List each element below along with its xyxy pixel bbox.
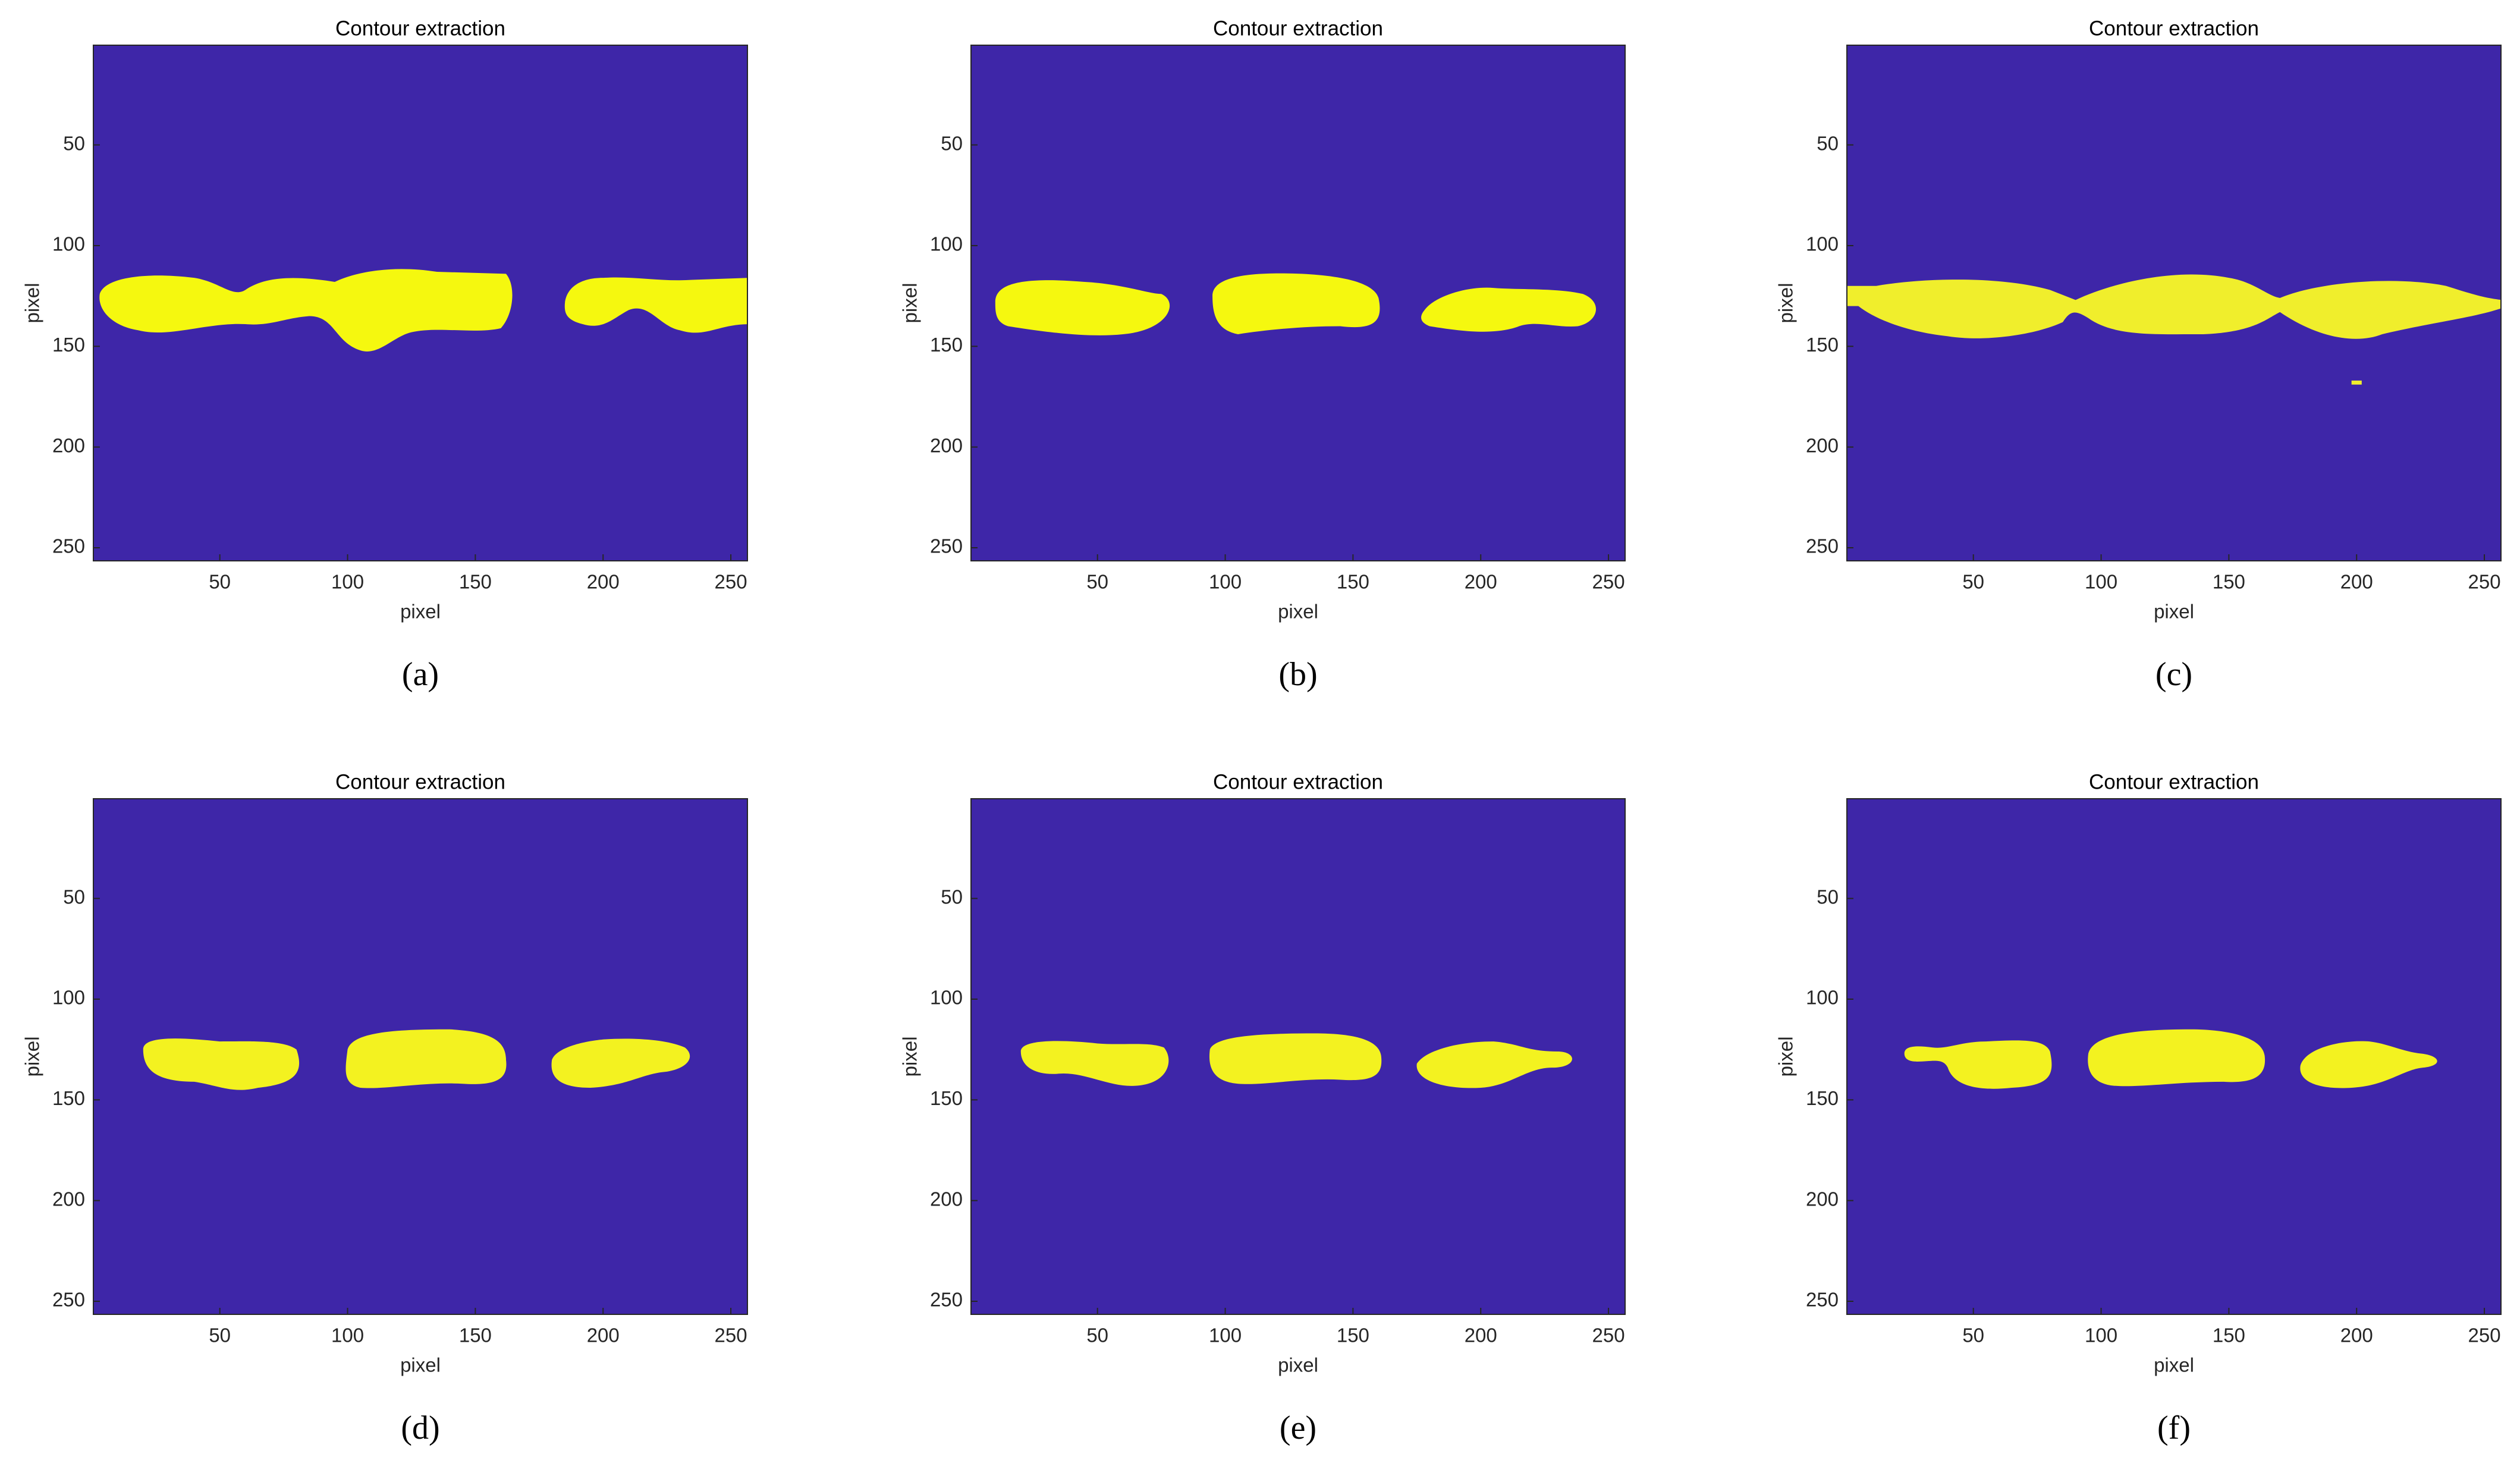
y-axis-label: pixel	[899, 1037, 921, 1077]
x-tick-label: 200	[587, 571, 620, 593]
x-tick-label: 250	[2468, 1324, 2501, 1346]
caption: (d)	[401, 1410, 439, 1446]
x-axis-label: pixel	[2154, 601, 2194, 623]
panel: 50 100 150 200 250 50 100 150 200 250 Contour extr…	[21, 17, 748, 693]
x-tick-label: 150	[1337, 571, 1369, 593]
x-tick-label: 150	[1337, 1324, 1369, 1346]
panel: 50 100 150 200 250 50 100 150 200 250 Contour extr…	[1775, 17, 2502, 693]
y-tick-label: 50	[941, 886, 963, 908]
y-tick-label: 200	[930, 1188, 963, 1210]
x-tick-label: 100	[1209, 571, 1242, 593]
y-axis-label: pixel	[21, 283, 43, 324]
y-tick-label: 250	[52, 535, 85, 557]
y-tick-label: 50	[941, 132, 963, 154]
y-tick-label: 100	[930, 987, 963, 1009]
y-tick-label: 100	[1806, 233, 1839, 255]
x-tick-label: 250	[1592, 571, 1625, 593]
x-axis-label: pixel	[1278, 1354, 1318, 1376]
axes-frame	[93, 45, 748, 561]
y-axis-label: pixel	[1775, 283, 1797, 324]
y-tick-label: 150	[52, 1087, 85, 1109]
x-tick-label: 200	[1465, 571, 1497, 593]
panel: 50 100 150 200 250 50 100 150 200 250 Contour extr…	[899, 770, 1626, 1446]
axes-frame	[970, 45, 1626, 561]
y-tick-label: 150	[1806, 1087, 1839, 1109]
y-tick-label: 100	[1806, 987, 1839, 1009]
y-tick-label: 250	[1806, 535, 1839, 557]
y-tick-label: 50	[63, 132, 85, 154]
x-tick-label: 250	[1592, 1324, 1625, 1346]
x-tick-label: 150	[459, 571, 492, 593]
x-axis-label: pixel	[1278, 601, 1318, 623]
caption: (b)	[1278, 656, 1317, 693]
x-tick-label: 100	[331, 1324, 364, 1346]
x-tick-label: 100	[1209, 1324, 1242, 1346]
x-tick-label: 50	[1962, 1324, 1984, 1346]
x-tick-label: 150	[2213, 1324, 2245, 1346]
x-tick-label: 200	[1465, 1324, 1497, 1346]
y-axis-label: pixel	[1775, 1037, 1797, 1077]
y-tick-label: 50	[1817, 886, 1839, 908]
x-tick-label: 200	[2340, 1324, 2373, 1346]
y-axis-label: pixel	[899, 283, 921, 324]
chart-title: Contour extraction	[2089, 770, 2259, 793]
x-axis-label: pixel	[400, 601, 441, 623]
y-tick-label: 250	[1806, 1289, 1839, 1311]
x-tick-label: 250	[715, 1324, 747, 1346]
x-tick-label: 150	[459, 1324, 492, 1346]
x-tick-label: 100	[331, 571, 364, 593]
x-axis-label: pixel	[2154, 1354, 2194, 1376]
caption: (a)	[402, 656, 439, 693]
chart-title: Contour extraction	[1213, 770, 1383, 793]
y-tick-label: 200	[52, 434, 85, 456]
caption: (c)	[2155, 656, 2192, 693]
x-tick-label: 50	[1962, 571, 1984, 593]
x-tick-label: 50	[209, 571, 231, 593]
y-tick-label: 250	[930, 535, 963, 557]
y-tick-label: 50	[63, 886, 85, 908]
chart-title: Contour extraction	[335, 17, 505, 40]
x-tick-label: 50	[1086, 1324, 1108, 1346]
y-tick-label: 250	[930, 1289, 963, 1311]
y-tick-label: 50	[1817, 132, 1839, 154]
y-tick-label: 150	[1806, 334, 1839, 356]
x-tick-label: 100	[2085, 1324, 2117, 1346]
x-tick-label: 50	[1086, 571, 1108, 593]
y-tick-label: 200	[930, 434, 963, 456]
y-tick-label: 200	[1806, 1188, 1839, 1210]
axes-frame	[1846, 798, 2502, 1315]
panel: 50 100 150 200 250 50 100 150 200 250 Contour extr…	[899, 17, 1626, 693]
x-tick-label: 150	[2213, 571, 2245, 593]
x-tick-label: 250	[715, 571, 747, 593]
caption: (f)	[2157, 1410, 2191, 1446]
y-tick-label: 200	[52, 1188, 85, 1210]
panel: 50 100 150 200 250 50 100 150 200 250 Contour extr…	[1775, 770, 2502, 1446]
x-tick-label: 250	[2468, 571, 2501, 593]
y-tick-label: 250	[52, 1289, 85, 1311]
y-tick-label: 100	[930, 233, 963, 255]
axes-frame	[970, 798, 1626, 1315]
chart-title: Contour extraction	[335, 770, 505, 793]
y-tick-label: 150	[930, 334, 963, 356]
y-tick-label: 150	[930, 1087, 963, 1109]
axes-frame	[1846, 45, 2502, 561]
panel: 50 100 150 200 250 50 100 150 200 250 Contour extr…	[21, 770, 748, 1446]
chart-title: Contour extraction	[1213, 17, 1383, 40]
x-tick-label: 50	[209, 1324, 231, 1346]
y-axis-label: pixel	[21, 1037, 43, 1077]
x-tick-label: 100	[2085, 571, 2117, 593]
x-tick-label: 200	[2340, 571, 2373, 593]
y-tick-label: 100	[52, 233, 85, 255]
axes-frame	[93, 798, 748, 1315]
caption: (e)	[1280, 1410, 1316, 1446]
y-tick-label: 200	[1806, 434, 1839, 456]
y-tick-label: 100	[52, 987, 85, 1009]
chart-title: Contour extraction	[2089, 17, 2259, 40]
y-tick-label: 150	[52, 334, 85, 356]
x-tick-label: 200	[587, 1324, 620, 1346]
x-axis-label: pixel	[400, 1354, 441, 1376]
